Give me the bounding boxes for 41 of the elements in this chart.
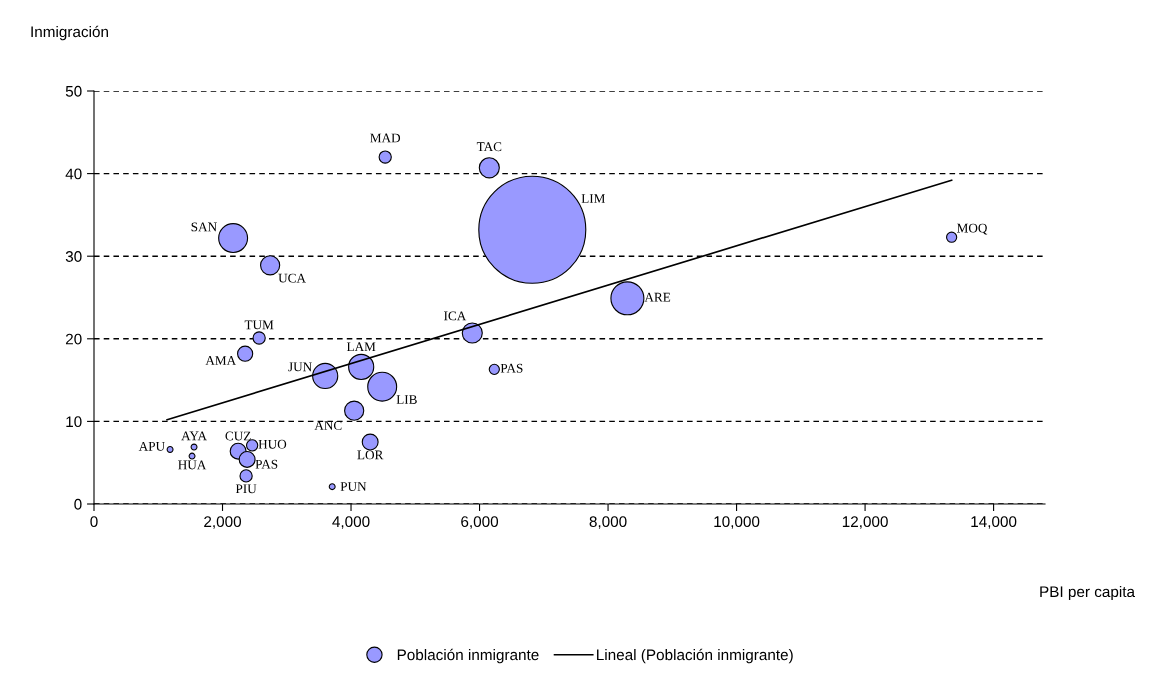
y-tick-label: 50 (65, 85, 82, 97)
annotation: ARE (644, 292, 671, 302)
annotation: PAS (500, 363, 523, 373)
annotation: MAD (370, 133, 401, 143)
annotation: SAN (191, 222, 217, 232)
legend-label: Población inmigrante (397, 648, 539, 664)
annotation: LIM (581, 194, 606, 203)
x-tick-label: 10,000 (714, 516, 760, 529)
x-tick-label: 2,000 (204, 516, 242, 529)
y-tick-label: 0 (74, 498, 82, 510)
annotation: TUM (244, 320, 274, 330)
x-tick-label: 4,000 (332, 516, 370, 529)
y-tick-label: 20 (65, 333, 82, 345)
annotation: JUN (288, 362, 312, 372)
annotation: APU (138, 441, 165, 451)
annotation: MOQ (957, 223, 988, 235)
x-tick-label: 14,000 (971, 516, 1017, 529)
annotation: TAC (476, 142, 502, 152)
annotation: CUZ (225, 431, 251, 441)
x-tick-label: 8,000 (589, 516, 627, 529)
annotation: LOR (357, 450, 384, 460)
y-tick-label: 30 (65, 251, 82, 262)
annotation: LAM (346, 342, 376, 352)
y-axis-title: Inmigración (31, 25, 108, 41)
x-tick-label: 12,000 (842, 516, 888, 529)
y-tick-label: 40 (65, 168, 82, 180)
annotation: AMA (205, 356, 237, 365)
annotation: HUA (178, 460, 207, 470)
annotation: ICA (444, 311, 467, 321)
annotation: UCA (278, 273, 306, 283)
annotation: PAS (255, 459, 278, 469)
annotation: PUN (340, 482, 367, 491)
x-tick-label: 6,000 (461, 516, 499, 529)
annotation: AYA (181, 431, 207, 441)
x-axis-title: PBI per capita (1040, 585, 1135, 601)
y-tick-label: 10 (66, 416, 82, 428)
annotation: HUO (258, 439, 287, 449)
x-tick-label: 0 (90, 516, 98, 528)
annotation: PIU (235, 484, 257, 494)
legend-label: Lineal (Población inmigrante) (597, 648, 793, 664)
annotation: LIB (396, 395, 417, 404)
